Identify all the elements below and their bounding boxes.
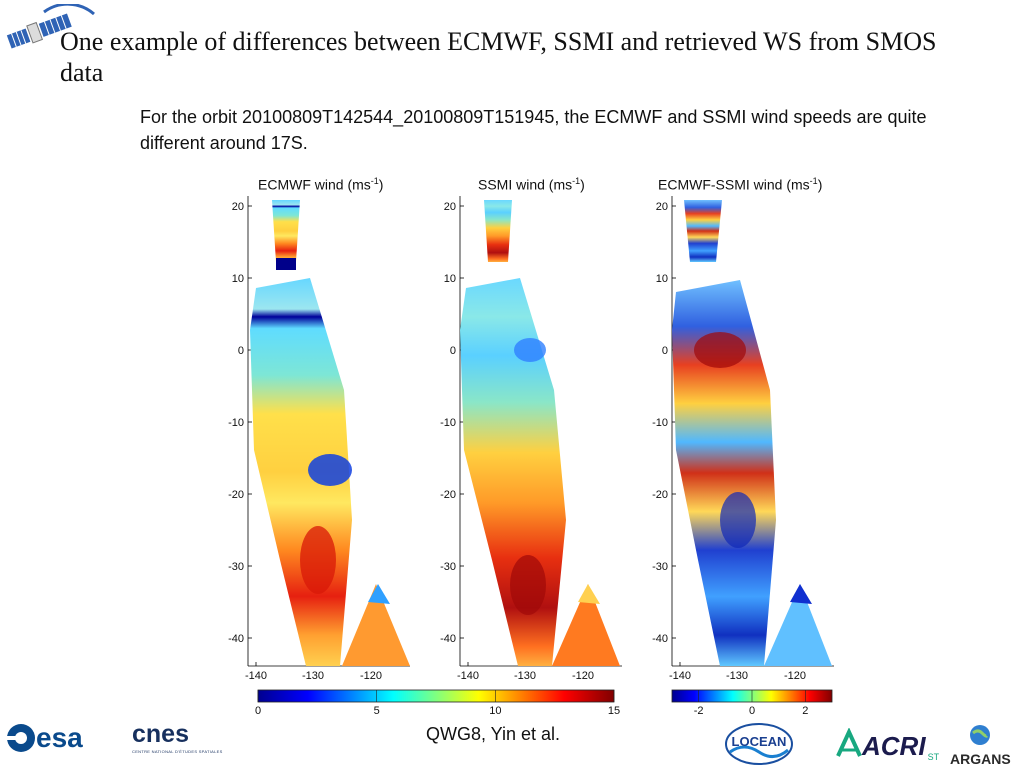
x-tick-label: -140 — [669, 670, 691, 682]
slide-title: One example of differences between ECMWF… — [60, 27, 937, 87]
y-tick-label: -10 — [652, 417, 668, 429]
esa-logo: esa — [6, 722, 83, 754]
satellite-icon — [6, 4, 95, 49]
colorbar-tick-label: 0 — [255, 705, 261, 717]
ecmwf-swath — [250, 200, 410, 666]
y-tick-label: 0 — [662, 345, 668, 357]
locean-text: LOCEAN — [732, 734, 787, 749]
colorbar-tick-label: 5 — [374, 705, 380, 717]
y-tick-label: -40 — [228, 633, 244, 645]
colorbar-wind — [257, 689, 615, 703]
argans-logo: ARGANS — [950, 724, 1011, 767]
acri-emblem-icon — [836, 728, 862, 757]
y-tick-label: 20 — [232, 201, 244, 213]
y-tick-label: -20 — [440, 489, 456, 501]
y-tick-label: -30 — [440, 561, 456, 573]
panel-title-ecmwf: ECMWF wind (ms-1) — [258, 176, 384, 193]
y-tick-label: 20 — [444, 201, 456, 213]
y-tick-label: 0 — [450, 345, 456, 357]
slide-credit: QWG8, Yin et al. — [426, 724, 561, 744]
y-tick-label: -40 — [440, 633, 456, 645]
x-tick-label: -140 — [245, 670, 267, 682]
globe-icon — [970, 725, 991, 745]
y-tick-label: -20 — [228, 489, 244, 501]
cnes-logo: cnes CENTRE NATIONAL D'ÉTUDES SPATIALES — [132, 720, 223, 754]
y-tick-label: -30 — [652, 561, 668, 573]
x-tick-label: -140 — [457, 670, 479, 682]
y-tick-label: -40 — [652, 633, 668, 645]
acri-logo: ACRI ST — [836, 728, 939, 762]
x-tick-label: -120 — [572, 670, 594, 682]
y-tick-label: 10 — [444, 273, 456, 285]
x-tick-label: -130 — [726, 670, 748, 682]
colorbar-tick-label: 0 — [749, 705, 755, 717]
y-tick-label: -20 — [652, 489, 668, 501]
slide-body-text: For the orbit 20100809T142544_20100809T1… — [140, 107, 927, 153]
y-tick-label: -10 — [440, 417, 456, 429]
y-tick-label: 10 — [656, 273, 668, 285]
y-tick-label: -30 — [228, 561, 244, 573]
colorbar-tick-label: -2 — [694, 705, 704, 717]
colorbar-tick-label: 10 — [489, 705, 501, 717]
y-tick-label: 20 — [656, 201, 668, 213]
diff-swath — [672, 200, 832, 666]
colorbar-tick-label: 15 — [608, 705, 620, 717]
x-tick-label: -120 — [784, 670, 806, 682]
y-tick-label: 10 — [232, 273, 244, 285]
ssmi-swath — [460, 200, 620, 666]
x-tick-label: -130 — [302, 670, 324, 682]
locean-logo: LOCEAN — [724, 722, 794, 771]
esa-emblem-icon — [6, 724, 35, 752]
y-tick-label: 0 — [238, 345, 244, 357]
colorbar-tick-label: 2 — [802, 705, 808, 717]
panel-title-ssmi: SSMI wind (ms-1) — [478, 176, 585, 193]
x-tick-label: -130 — [514, 670, 536, 682]
panel-title-diff: ECMWF-SSMI wind (ms-1) — [658, 176, 823, 193]
y-tick-label: -10 — [228, 417, 244, 429]
x-tick-label: -120 — [360, 670, 382, 682]
